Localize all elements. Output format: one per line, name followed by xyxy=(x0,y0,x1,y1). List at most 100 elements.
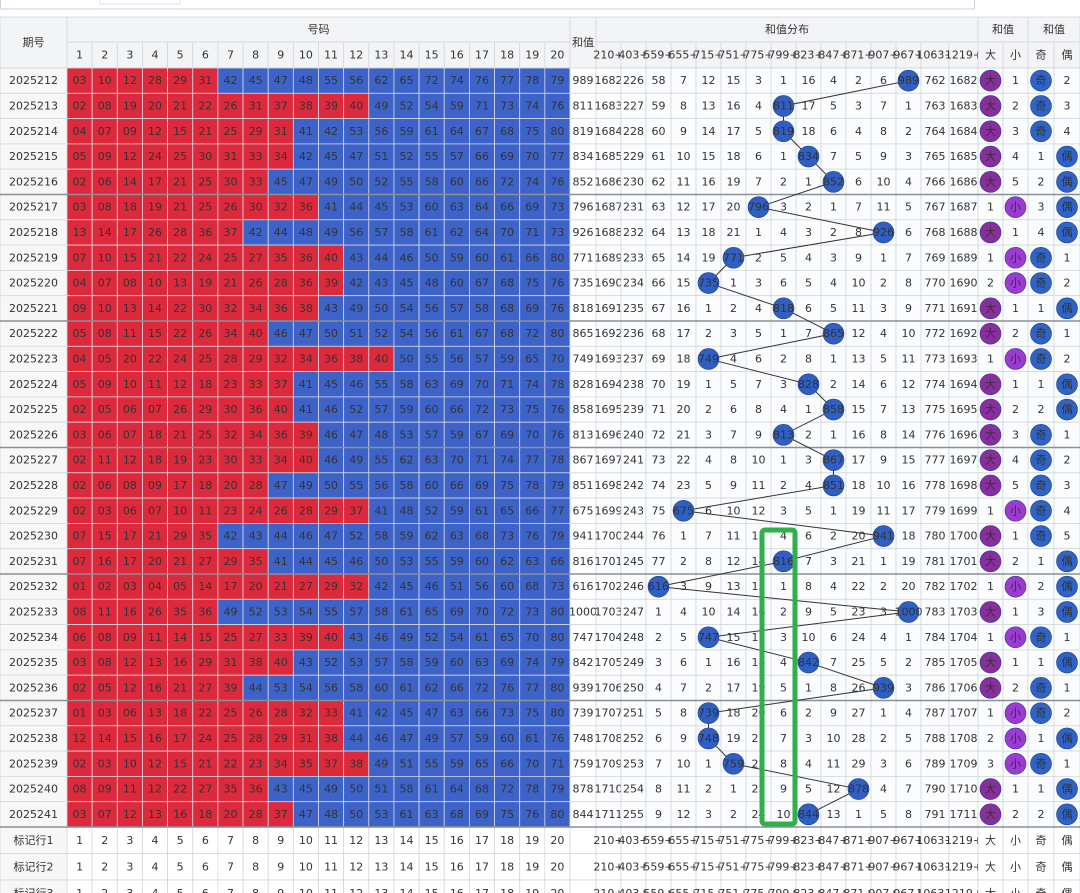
miss-count: 1 xyxy=(780,150,787,163)
miss-count: 60 xyxy=(652,125,666,138)
number: 01 xyxy=(73,580,87,593)
number-cell xyxy=(66,118,93,145)
miss-count: 1 xyxy=(1038,150,1045,163)
number: 14 xyxy=(98,732,112,745)
number: 32 xyxy=(223,302,237,315)
number-cell xyxy=(167,345,194,372)
number: 08 xyxy=(98,327,112,340)
marker-number: 8 xyxy=(252,887,259,893)
marker-side: 奇 xyxy=(1036,860,1047,873)
miss-count: 3 xyxy=(655,656,662,669)
number: 61 xyxy=(475,504,489,517)
number-cell xyxy=(242,143,269,170)
number: 52 xyxy=(249,605,263,618)
number: 22 xyxy=(198,707,212,720)
marker-number: 16 xyxy=(450,860,464,873)
number: 76 xyxy=(550,302,564,315)
sum: 747 xyxy=(573,631,594,644)
miss-count: 12 xyxy=(677,201,691,214)
miss-count: 12 xyxy=(702,74,716,87)
miss-count: 2 xyxy=(780,352,787,365)
number: 42 xyxy=(223,74,237,87)
number: 62 xyxy=(450,226,464,239)
number: 80 xyxy=(550,125,564,138)
miss-count: 18 xyxy=(727,150,741,163)
miss-count: 1 xyxy=(1012,530,1019,543)
miss-count: 1684 xyxy=(950,125,978,138)
miss-count: 5 xyxy=(705,479,712,492)
number: 14 xyxy=(98,226,112,239)
number-column-label: 17 xyxy=(475,49,489,62)
miss-count: 246 xyxy=(623,580,644,593)
number: 13 xyxy=(123,302,137,315)
miss-count: 2 xyxy=(1064,277,1071,290)
number: 58 xyxy=(400,378,414,391)
number-cell xyxy=(242,295,269,322)
number: 23 xyxy=(223,504,237,517)
number: 58 xyxy=(475,302,489,315)
issue: 2025219 xyxy=(9,251,58,264)
number-cell xyxy=(343,345,370,372)
number-cell xyxy=(544,219,571,246)
number-column-label: 7 xyxy=(227,49,234,62)
number: 10 xyxy=(123,378,137,391)
sum: 748 xyxy=(573,732,594,745)
number: 40 xyxy=(249,327,263,340)
number-cell xyxy=(116,219,143,246)
number: 55 xyxy=(374,378,388,391)
header-sum: 和值 xyxy=(572,36,594,49)
number-cell xyxy=(494,371,521,398)
number: 29 xyxy=(198,403,212,416)
miss-count: 10 xyxy=(677,757,691,770)
number: 12 xyxy=(148,783,162,796)
dist-column-label: 799+ xyxy=(768,49,798,62)
miss-count: 3 xyxy=(1064,479,1071,492)
dist-cell xyxy=(795,345,822,372)
header-cell xyxy=(948,41,979,69)
miss-count: 7 xyxy=(880,99,887,112)
marker-number: 5 xyxy=(177,860,184,873)
number-cell xyxy=(443,345,470,372)
miss-count: 1687 xyxy=(595,201,623,214)
miss-count: 9 xyxy=(680,125,687,138)
number: 56 xyxy=(349,226,363,239)
miss-count: 6 xyxy=(805,302,812,315)
miss-count: 73 xyxy=(652,454,666,467)
number-cell xyxy=(91,345,118,372)
number: 09 xyxy=(73,302,87,315)
miss-count: 62 xyxy=(652,175,666,188)
dist-cell xyxy=(820,345,847,372)
miss-count: 1710 xyxy=(950,783,978,796)
miss-count: 2 xyxy=(655,631,662,644)
miss-count: 14 xyxy=(852,378,866,391)
number-cell xyxy=(544,143,571,170)
number: 07 xyxy=(98,808,112,821)
number-cell xyxy=(544,168,571,195)
number-cell xyxy=(318,244,345,271)
dist-cell xyxy=(695,168,722,195)
number: 46 xyxy=(400,251,414,264)
number: 22 xyxy=(198,99,212,112)
number: 25 xyxy=(198,175,212,188)
number: 61 xyxy=(475,631,489,644)
number-cell xyxy=(343,118,370,145)
number-cell xyxy=(468,345,495,372)
number: 68 xyxy=(500,327,514,340)
size-ball-label: 小 xyxy=(1010,504,1021,517)
number: 25 xyxy=(223,251,237,264)
miss-count: 3 xyxy=(987,757,994,770)
number-cell xyxy=(494,295,521,322)
miss-count: 2 xyxy=(805,707,812,720)
miss-count: 1702 xyxy=(950,580,978,593)
miss-count: 16 xyxy=(727,99,741,112)
miss-count: 9 xyxy=(680,732,687,745)
number: 54 xyxy=(425,99,439,112)
number-cell xyxy=(116,92,143,120)
number: 12 xyxy=(123,808,137,821)
number: 06 xyxy=(123,504,137,517)
number-cell xyxy=(544,345,571,372)
issue: 2025215 xyxy=(9,150,58,163)
number: 12 xyxy=(73,732,87,745)
issue: 2025214 xyxy=(9,125,58,138)
sum: 828 xyxy=(573,378,594,391)
